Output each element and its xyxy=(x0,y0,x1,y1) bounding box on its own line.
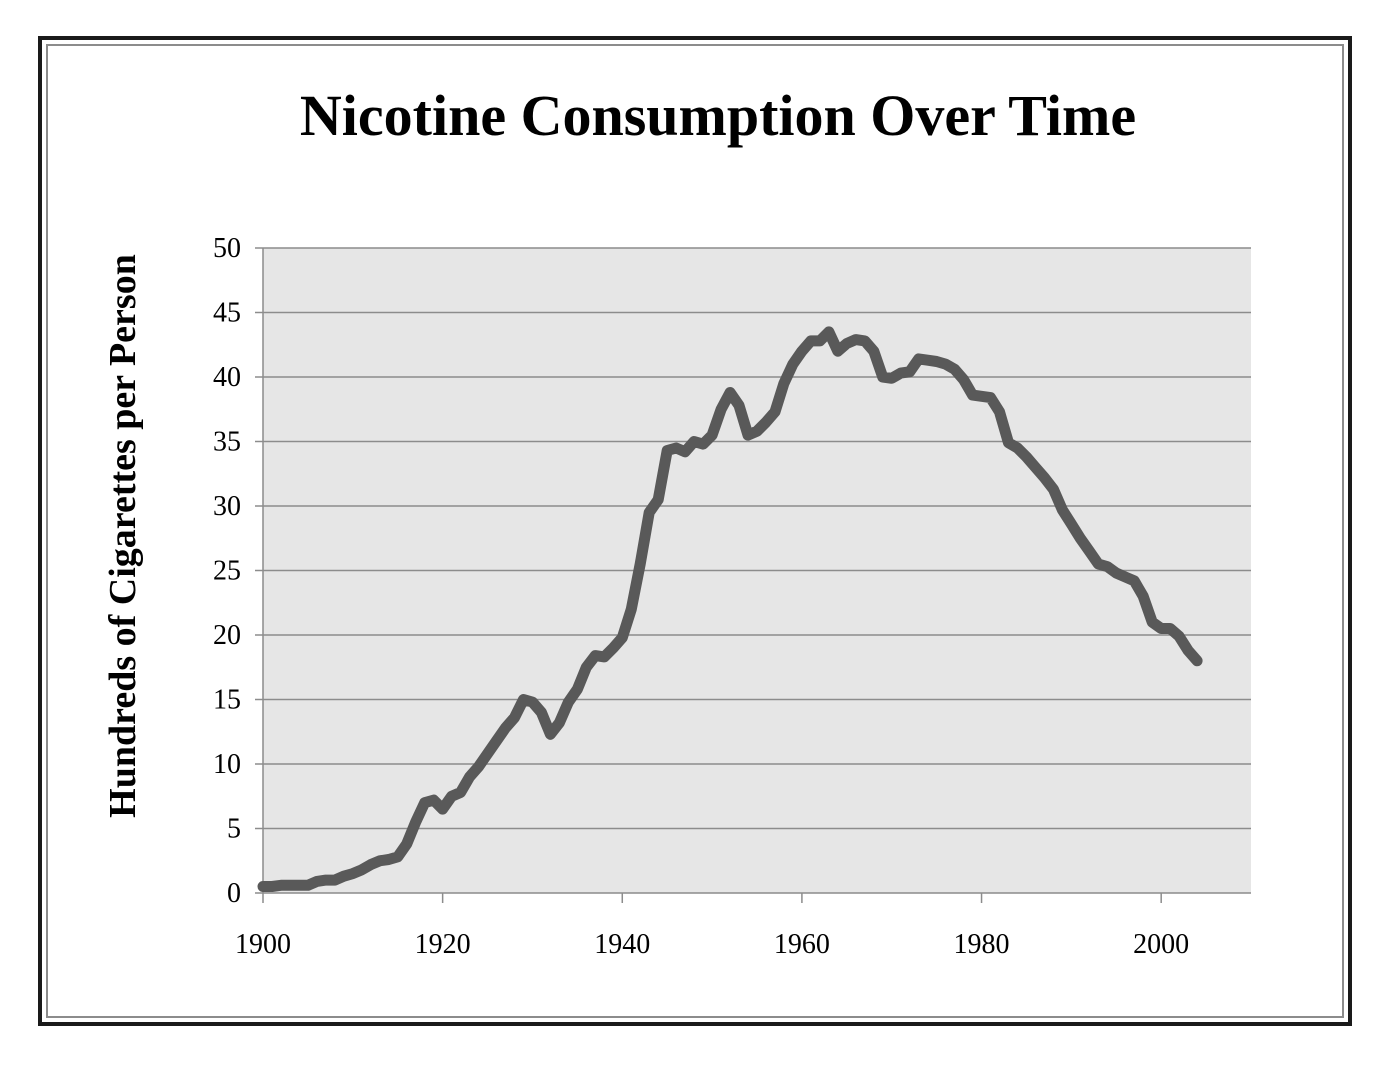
y-tick-label: 10 xyxy=(213,749,241,780)
y-axis-label: Hundreds of Cigarettes per Person xyxy=(102,254,144,818)
y-tick-label: 40 xyxy=(213,362,241,393)
chart-title: Nicotine Consumption Over Time xyxy=(300,83,1136,148)
x-tick-label: 2000 xyxy=(1133,929,1189,960)
y-tick-label: 30 xyxy=(213,491,241,522)
x-tick-label: 1940 xyxy=(594,929,650,960)
x-tick-label: 1900 xyxy=(235,929,291,960)
y-tick-label: 0 xyxy=(227,878,241,909)
x-tick-label: 1920 xyxy=(415,929,471,960)
y-tick-label: 15 xyxy=(213,685,241,716)
y-tick-label: 35 xyxy=(213,427,241,458)
series-line xyxy=(257,326,1203,892)
x-tick-label: 1980 xyxy=(954,929,1010,960)
y-tick-label: 50 xyxy=(213,233,241,264)
plot-area: 0 5 10 15 20 25 30 35 40 45 50 1900 1920 1940 1960 1980… xyxy=(213,233,1251,960)
y-tick-label: 25 xyxy=(213,556,241,587)
chart-frame-inner-border xyxy=(46,44,1344,1018)
y-tick-label: 20 xyxy=(213,620,241,651)
y-tick-label: 5 xyxy=(227,814,241,845)
y-tick-label: 45 xyxy=(213,298,241,329)
x-tick-label: 1960 xyxy=(774,929,830,960)
